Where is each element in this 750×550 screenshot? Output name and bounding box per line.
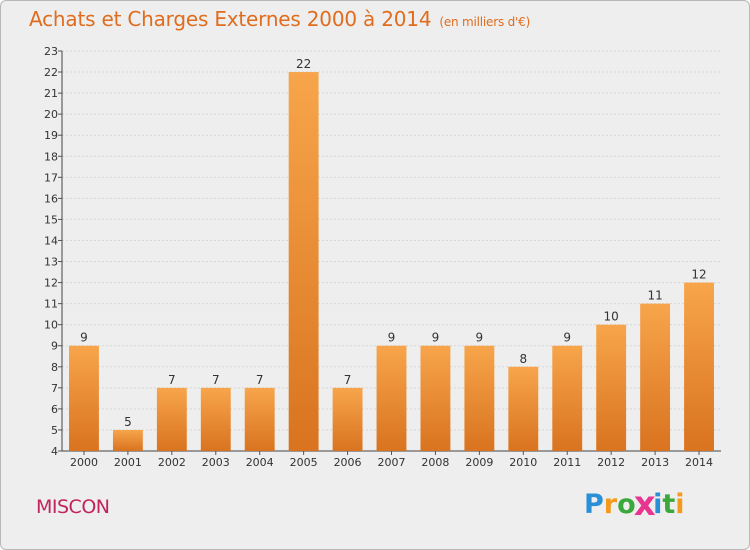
bar <box>464 345 495 451</box>
logo-letter: P <box>584 489 604 520</box>
x-tick-label: 2013 <box>641 456 669 469</box>
y-tick-label: 21 <box>44 87 58 100</box>
chart-subtitle: (en milliers d'€) <box>439 15 531 29</box>
logo-letter: t <box>662 489 676 520</box>
y-tick-label: 19 <box>44 129 58 142</box>
x-tick-label: 2009 <box>465 456 493 469</box>
data-label: 7 <box>256 373 264 387</box>
bar <box>332 387 363 451</box>
x-tick-label: 2000 <box>70 456 98 469</box>
x-tick-label: 2008 <box>421 456 449 469</box>
x-tick-label: 2005 <box>290 456 318 469</box>
bar <box>69 345 99 451</box>
data-label: 9 <box>388 331 396 345</box>
place-name: MISCON <box>36 496 110 518</box>
y-tick-label: 10 <box>44 319 58 332</box>
y-tick-label: 6 <box>51 403 58 416</box>
data-label: 9 <box>432 331 440 345</box>
y-tick-label: 8 <box>51 361 58 374</box>
y-tick-label: 15 <box>44 213 58 226</box>
y-tick-label: 13 <box>44 256 58 269</box>
x-tick-label: 2001 <box>114 456 142 469</box>
logo-letter: i <box>675 489 685 520</box>
y-tick-label: 5 <box>51 424 58 437</box>
y-tick-label: 4 <box>51 445 58 458</box>
bar <box>288 72 319 451</box>
x-tick-label: 2003 <box>202 456 230 469</box>
logo-letter: i <box>653 489 663 520</box>
data-label: 11 <box>647 289 662 303</box>
x-tick-label: 2002 <box>158 456 186 469</box>
logo-letter: o <box>617 489 636 520</box>
y-tick-label: 7 <box>51 382 58 395</box>
bar <box>596 324 627 451</box>
logo-letter: r <box>603 489 618 520</box>
y-tick-label: 14 <box>44 234 58 247</box>
y-tick-label: 9 <box>51 340 58 353</box>
bar <box>640 303 671 451</box>
data-label: 22 <box>296 57 311 71</box>
y-tick-label: 16 <box>44 192 58 205</box>
bar <box>552 345 583 451</box>
x-tick-label: 2007 <box>378 456 406 469</box>
data-label: 9 <box>563 331 571 345</box>
data-label: 5 <box>124 415 132 429</box>
y-tick-label: 12 <box>44 277 58 290</box>
logo-letter: x <box>633 485 656 524</box>
data-label: 7 <box>344 373 352 387</box>
y-tick-label: 22 <box>44 66 58 79</box>
y-tick-label: 17 <box>44 171 58 184</box>
bar <box>156 387 187 451</box>
x-tick-label: 2012 <box>597 456 625 469</box>
title-text: Achats et Charges Externes 2000 à 2014 <box>29 7 432 31</box>
x-tick-label: 2010 <box>509 456 537 469</box>
x-tick-label: 2011 <box>553 456 581 469</box>
data-label: 9 <box>80 331 88 345</box>
chart-title: Achats et Charges Externes 2000 à 2014 (e… <box>29 7 530 31</box>
x-tick-label: 2004 <box>246 456 274 469</box>
bar <box>376 345 407 451</box>
bar <box>508 366 539 451</box>
y-tick-label: 20 <box>44 108 58 121</box>
x-tick-label: 2006 <box>334 456 362 469</box>
bar <box>200 387 231 451</box>
data-label: 10 <box>604 310 619 324</box>
x-tick-label: 2014 <box>685 456 713 469</box>
proxiti-logo: Proxiti <box>584 485 685 524</box>
y-tick-label: 18 <box>44 150 58 163</box>
data-label: 7 <box>212 373 220 387</box>
data-label: 9 <box>476 331 484 345</box>
bar <box>112 429 143 451</box>
y-tick-label: 23 <box>44 45 58 58</box>
data-label: 7 <box>168 373 176 387</box>
data-label: 12 <box>691 268 706 282</box>
bar <box>244 387 275 451</box>
data-label: 8 <box>519 352 527 366</box>
y-tick-label: 11 <box>44 298 58 311</box>
bar <box>420 345 451 451</box>
bar <box>684 282 714 451</box>
